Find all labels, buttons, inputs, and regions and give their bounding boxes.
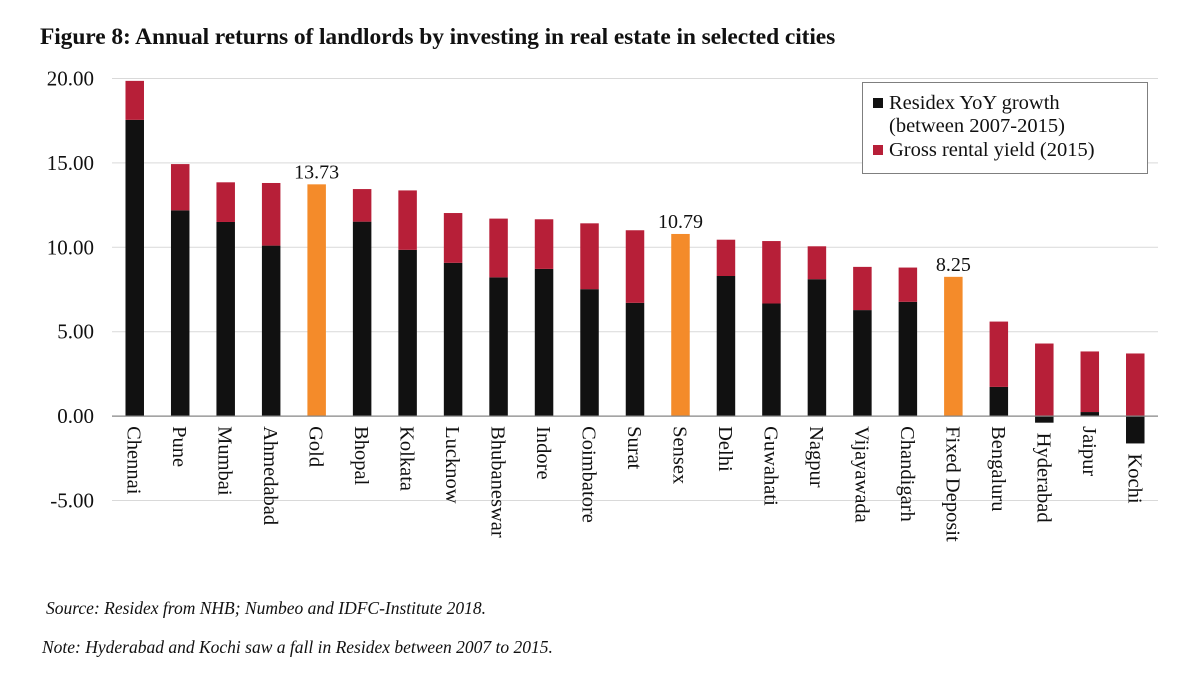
y-tick-label: 0.00 bbox=[57, 404, 94, 428]
x-tick-label: Bengaluru bbox=[987, 426, 1009, 511]
data-labels: 13.73 10.79 8.25 bbox=[294, 161, 971, 276]
x-tick-label: Bhubaneswar bbox=[487, 426, 509, 538]
bar-residex bbox=[716, 275, 736, 417]
x-tick-label: Guwahati bbox=[759, 426, 781, 506]
bar-rental-yield bbox=[1126, 353, 1145, 417]
x-tick-label: Vijayawada bbox=[850, 426, 872, 523]
bar-rental-yield bbox=[489, 218, 508, 278]
legend: Residex YoY growth (between 2007-2015) G… bbox=[862, 82, 1148, 174]
bar-rental-yield bbox=[989, 321, 1009, 387]
bar-residex bbox=[1035, 416, 1054, 423]
legend-item-residex: Residex YoY growth bbox=[873, 92, 1060, 115]
legend-item-rental: Gross rental yield (2015) bbox=[873, 139, 1095, 162]
legend-item-residex-line2: (between 2007-2015) bbox=[889, 115, 1065, 138]
x-tick-label: Chennai bbox=[123, 426, 145, 495]
x-tick-label: Lucknow bbox=[441, 426, 463, 504]
bar-rental-yield bbox=[534, 219, 554, 269]
y-tick-label: -5.00 bbox=[50, 489, 94, 513]
x-tick-label: Chandigarh bbox=[896, 426, 918, 522]
bar-rental-yield bbox=[898, 267, 918, 302]
footnote: Note: Hyderabad and Kochi saw a fall in … bbox=[42, 637, 553, 657]
x-tick-label: Ahmedabad bbox=[259, 426, 281, 525]
bar-rental-yield bbox=[807, 246, 827, 280]
x-tick-label: Kolkata bbox=[396, 426, 418, 491]
bar-residex bbox=[1080, 412, 1100, 417]
x-tick-label: Pune bbox=[168, 426, 190, 467]
bar-rental-yield bbox=[762, 241, 781, 304]
bar-residex bbox=[443, 262, 463, 417]
bar-residex bbox=[170, 210, 190, 417]
bar-residex bbox=[398, 249, 417, 417]
bar-rental-yield bbox=[216, 182, 235, 222]
bar-rental-yield bbox=[352, 189, 372, 222]
legend-label-residex-line1: Residex YoY growth bbox=[889, 92, 1060, 114]
bar-rental-yield bbox=[716, 239, 736, 276]
legend-label-residex-line2: (between 2007-2015) bbox=[889, 115, 1065, 137]
bar-rental-yield bbox=[1035, 343, 1054, 417]
bar-benchmark bbox=[944, 276, 963, 417]
x-tick-label: Fixed Deposit bbox=[941, 426, 963, 542]
bar-residex bbox=[216, 221, 235, 417]
chart-title: Figure 8: Annual returns of landlords by… bbox=[40, 24, 836, 50]
x-tick-label: Gold bbox=[305, 426, 327, 467]
x-tick-label: Coimbatore bbox=[578, 426, 600, 523]
y-tick-label: 15.00 bbox=[47, 151, 94, 175]
x-tick-label: Nagpur bbox=[805, 426, 827, 488]
x-tick-label: Indore bbox=[532, 426, 554, 480]
x-tick-label: Delhi bbox=[714, 426, 736, 472]
x-tick-label: Surat bbox=[623, 426, 645, 470]
data-label: 8.25 bbox=[936, 254, 971, 276]
bar-residex bbox=[1126, 416, 1145, 444]
x-tick-label: Kochi bbox=[1123, 453, 1145, 503]
bar-rental-yield bbox=[625, 230, 645, 303]
bar-residex bbox=[489, 277, 508, 417]
x-axis-tick-labels: Chennai Pune Mumbai Ahmedabad Gold Bhopal Kolk… bbox=[123, 426, 1146, 542]
y-tick-label: 10.00 bbox=[47, 235, 94, 259]
bar-rental-yield bbox=[443, 213, 463, 263]
bar-residex bbox=[807, 279, 827, 417]
bar-benchmark bbox=[671, 233, 690, 417]
y-axis-tick-labels: 20.00 15.00 10.00 5.00 0.00 -5.00 bbox=[47, 67, 94, 513]
legend-swatch-rental bbox=[873, 145, 883, 155]
bars bbox=[125, 80, 1145, 444]
x-tick-label: Bhopal bbox=[350, 426, 372, 486]
legend-swatch-residex bbox=[873, 98, 883, 108]
bar-residex bbox=[125, 119, 144, 417]
bar-residex bbox=[762, 303, 781, 417]
bar-rental-yield bbox=[1080, 351, 1100, 413]
bar-benchmark bbox=[307, 184, 326, 417]
bar-residex bbox=[625, 302, 645, 417]
bar-residex bbox=[580, 289, 599, 417]
bar-residex bbox=[534, 268, 554, 417]
y-tick-label: 5.00 bbox=[57, 320, 94, 344]
data-label: 10.79 bbox=[658, 211, 703, 233]
bar-rental-yield bbox=[580, 223, 599, 290]
x-tick-label: Jaipur bbox=[1078, 426, 1100, 476]
y-tick-label: 20.00 bbox=[47, 67, 94, 91]
bar-residex bbox=[898, 301, 918, 417]
bar-rental-yield bbox=[398, 190, 417, 250]
bar-rental-yield bbox=[125, 80, 144, 120]
bar-rental-yield bbox=[261, 182, 281, 246]
x-tick-label: Mumbai bbox=[214, 426, 236, 496]
source-note: Source: Residex from NHB; Numbeo and IDF… bbox=[46, 598, 487, 618]
x-tick-label: Hyderabad bbox=[1032, 433, 1054, 523]
bar-residex bbox=[352, 221, 372, 417]
bar-rental-yield bbox=[170, 164, 190, 211]
bar-residex bbox=[261, 245, 281, 417]
legend-label-rental: Gross rental yield (2015) bbox=[889, 139, 1095, 161]
bar-residex bbox=[989, 386, 1009, 417]
data-label: 13.73 bbox=[294, 161, 339, 183]
x-tick-label: Sensex bbox=[668, 426, 690, 484]
bar-residex bbox=[853, 310, 872, 417]
bar-rental-yield bbox=[853, 266, 872, 311]
